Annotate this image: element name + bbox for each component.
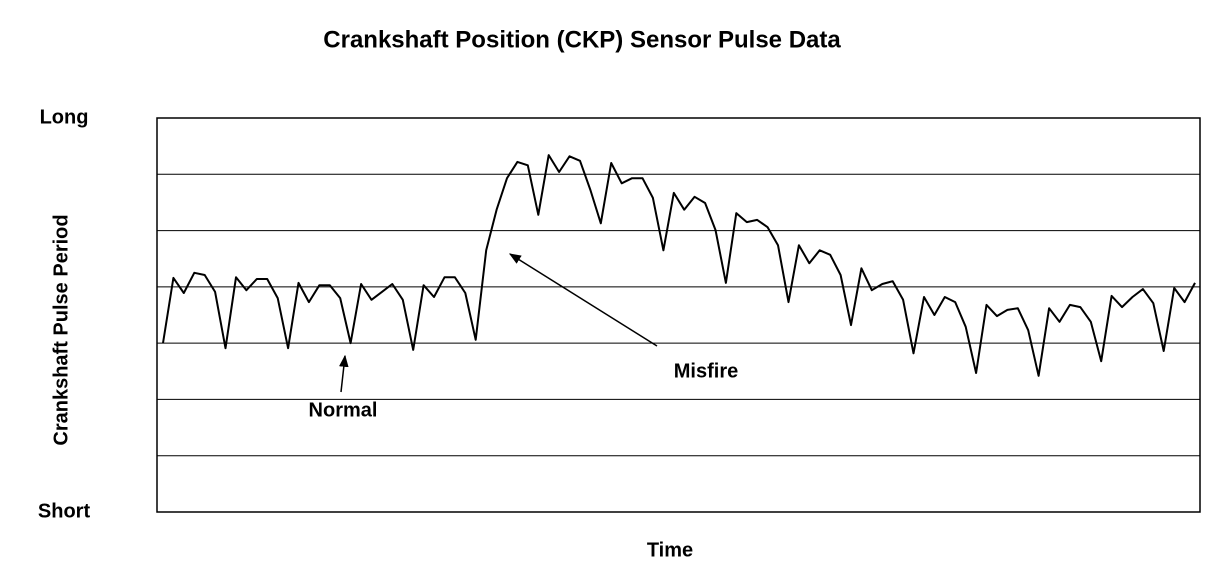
y-tick-label: Short (38, 500, 91, 522)
plot-frame (156, 117, 1201, 513)
annotation-arrow (339, 354, 349, 393)
annotation-arrow (508, 253, 658, 347)
y-axis-label: Crankshaft Pulse Period (50, 214, 72, 445)
annotation: Normal (309, 399, 378, 421)
chart-title: Crankshaft Position (CKP) Sensor Pulse D… (323, 26, 841, 53)
x-axis-label: Time (647, 539, 693, 561)
annotation: Misfire (674, 360, 738, 382)
y-tick-label: Long (40, 106, 89, 128)
data-line (162, 154, 1196, 377)
